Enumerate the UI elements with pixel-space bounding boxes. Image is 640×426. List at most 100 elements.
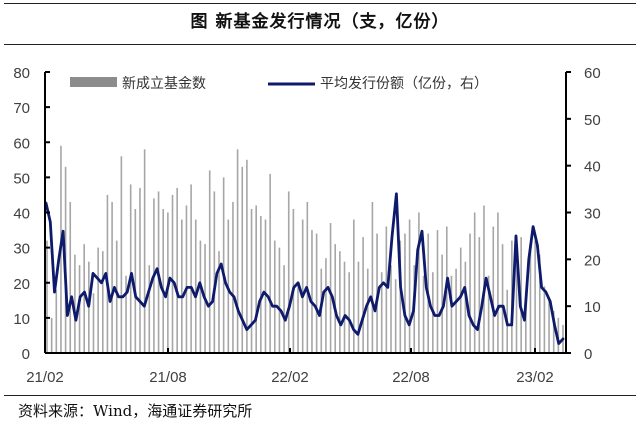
bar — [301, 219, 304, 353]
bar — [255, 205, 257, 353]
left-tick-label: 0 — [22, 346, 30, 363]
right-tick-label: 30 — [584, 206, 601, 223]
bar — [469, 233, 471, 353]
left-tick-label: 50 — [13, 170, 30, 187]
bar — [111, 201, 113, 353]
bar — [538, 254, 541, 353]
bar — [55, 289, 58, 353]
x-tick-label: 22/08 — [392, 369, 430, 386]
bar — [46, 240, 48, 353]
bar — [348, 272, 350, 353]
bar — [329, 223, 332, 353]
bar — [399, 240, 402, 353]
bar — [478, 237, 481, 353]
left-tick-label: 20 — [13, 276, 30, 293]
bar — [171, 194, 174, 353]
bar — [273, 240, 276, 353]
bar — [450, 275, 453, 353]
bar — [315, 233, 318, 353]
left-tick-label: 70 — [13, 100, 30, 117]
bar — [194, 219, 197, 353]
bar — [101, 251, 104, 353]
bar — [385, 226, 388, 353]
bar — [552, 310, 555, 353]
bar — [148, 265, 151, 353]
left-tick-label: 10 — [13, 311, 30, 328]
bar — [129, 184, 132, 353]
axes: 0 10 20 30 40 50 60 70 80 0 10 20 30 40 50 60 21/02 21/08… — [13, 65, 600, 386]
bar — [543, 286, 546, 353]
bar — [311, 230, 313, 353]
right-tick-label: 0 — [584, 346, 592, 363]
x-tick-label: 22/02 — [271, 369, 309, 386]
bar — [529, 247, 532, 353]
source-note: 资料来源：Wind，海通证券研究所 — [18, 402, 253, 420]
bar — [190, 184, 192, 353]
bar — [120, 156, 123, 353]
bar — [339, 251, 341, 353]
bar — [185, 205, 188, 353]
bar — [287, 191, 290, 353]
bar — [353, 219, 355, 353]
bar — [455, 268, 457, 353]
bar — [115, 240, 118, 353]
x-tick-label: 21/02 — [26, 369, 64, 386]
bar — [50, 317, 53, 353]
bar — [97, 247, 99, 353]
line-series — [44, 192, 565, 346]
bar — [236, 149, 239, 353]
bar — [92, 293, 95, 353]
bar — [473, 212, 476, 353]
top-rule — [4, 3, 636, 4]
bar — [325, 258, 327, 353]
x-tick-label: 21/08 — [149, 369, 187, 386]
bar — [162, 208, 165, 353]
bar — [181, 219, 183, 353]
bar — [176, 187, 178, 353]
bar — [125, 275, 127, 353]
bar — [74, 254, 76, 353]
legend-bar-swatch — [70, 77, 117, 87]
bar — [483, 205, 485, 353]
bar — [520, 237, 522, 353]
legend-bar-label: 新成立基金数 — [122, 75, 206, 92]
right-tick-label: 50 — [584, 112, 601, 129]
right-tick-label: 20 — [584, 252, 601, 269]
bar — [260, 216, 262, 353]
x-tick-label: 23/02 — [516, 369, 554, 386]
legend: 新成立基金数 平均发行份额（亿份，右） — [70, 75, 488, 92]
bar — [199, 240, 202, 353]
left-tick-label: 80 — [13, 65, 30, 82]
bar — [208, 170, 211, 353]
bar — [357, 261, 360, 353]
bar — [283, 265, 285, 353]
bar — [213, 191, 216, 353]
left-tick-label: 40 — [13, 206, 30, 223]
bar — [69, 201, 72, 353]
legend-line-label: 平均发行份额（亿份，右） — [320, 76, 488, 92]
bar — [394, 279, 397, 353]
right-tick-label: 10 — [584, 299, 601, 316]
bar — [459, 247, 462, 353]
title-rule — [4, 44, 636, 45]
bar-series — [46, 145, 564, 353]
bar — [269, 173, 271, 353]
bar — [134, 208, 137, 353]
bar — [222, 177, 225, 353]
bar — [408, 219, 411, 353]
bar — [139, 187, 141, 353]
bar — [487, 275, 490, 353]
bar — [306, 201, 309, 353]
bar — [380, 272, 383, 353]
bar — [404, 233, 406, 353]
bar — [278, 247, 281, 353]
footer-rule — [4, 395, 636, 396]
bar — [106, 194, 109, 353]
bar — [143, 149, 146, 353]
bar — [515, 258, 518, 353]
right-tick-label: 60 — [584, 65, 601, 82]
bar — [334, 244, 337, 353]
bar — [534, 240, 536, 353]
bar — [422, 275, 425, 353]
